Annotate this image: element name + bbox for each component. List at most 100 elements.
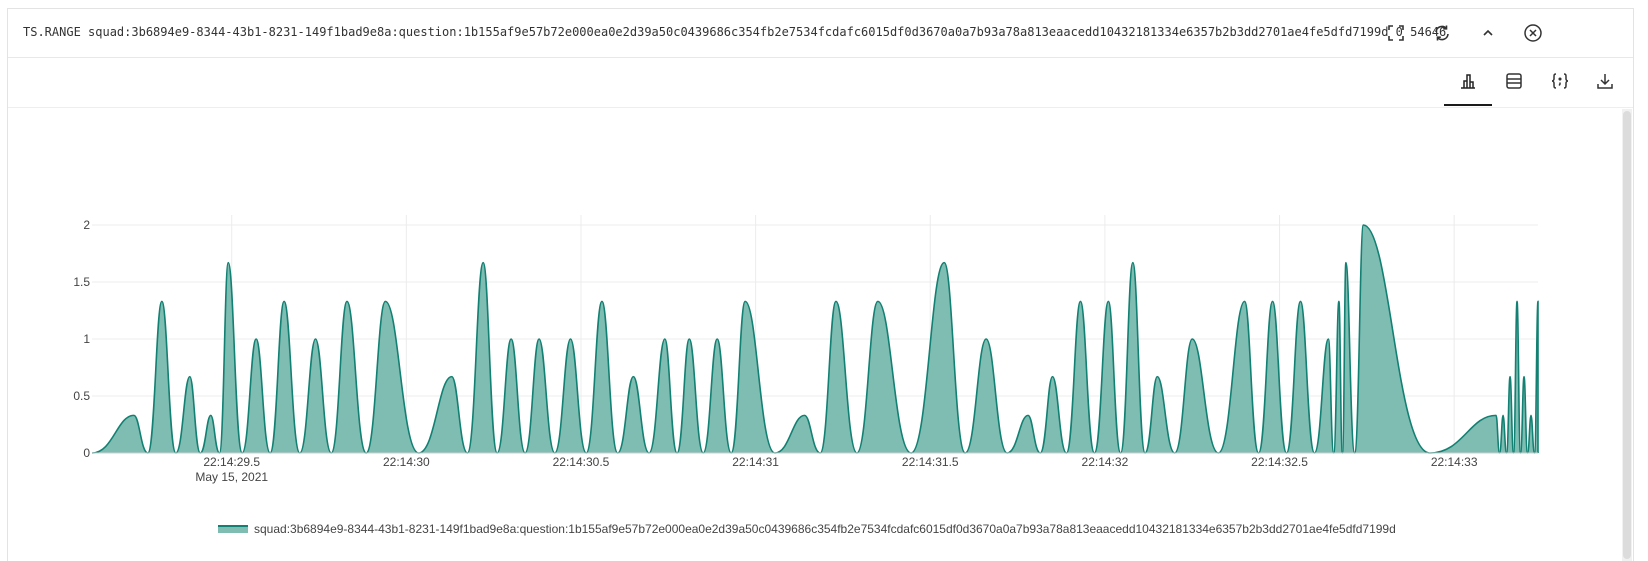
json-view-icon[interactable]: [1536, 57, 1584, 105]
chart-legend[interactable]: squad:3b6894e9-8344-43b1-8231-149f1bad9e…: [218, 522, 1396, 536]
series-area-segment: [586, 301, 618, 453]
series-area-segment: [820, 301, 857, 453]
series-line-segment: [1006, 414, 1042, 454]
series-area-segment: [1040, 376, 1067, 453]
scrollbar-thumb[interactable]: [1623, 111, 1631, 559]
x-tick-label: 22:14:31: [732, 455, 779, 469]
series-line-segment: [1533, 300, 1539, 454]
series-line-segment: [1353, 224, 1430, 454]
series-line-segment: [175, 375, 202, 454]
series-area-segment: [1066, 301, 1095, 453]
series-line-segment: [418, 375, 469, 454]
series-line-segment: [1285, 300, 1316, 454]
close-icon[interactable]: [1520, 20, 1546, 46]
series-line-segment: [856, 300, 912, 454]
chart-view-icon[interactable]: [1444, 57, 1492, 106]
series-area-segment: [92, 415, 148, 453]
series-area-segment: [1429, 415, 1500, 453]
series-line-segment: [648, 338, 678, 454]
series-line-segment: [1526, 414, 1536, 454]
series-line-segment: [365, 300, 419, 454]
series-line-segment: [1217, 300, 1260, 454]
y-tick-label: 1: [83, 332, 90, 346]
series-line-segment: [218, 261, 243, 454]
x-tick-label: 22:14:32: [1082, 455, 1129, 469]
series-line-segment: [1498, 414, 1508, 454]
series-area-segment: [731, 301, 775, 453]
x-tick-label: 22:14:33: [1431, 455, 1478, 469]
series-line-segment: [1429, 414, 1501, 454]
series-area-segment: [366, 301, 419, 453]
series-line-segment: [1313, 338, 1335, 454]
series-line-segment: [241, 338, 271, 454]
series-line-segment: [269, 300, 301, 454]
series-line-segment: [199, 414, 221, 454]
series-line-segment: [1173, 338, 1219, 454]
x-tick-label: 22:14:30: [383, 455, 430, 469]
x-tick-label: 22:14:32.5: [1251, 455, 1308, 469]
series-line-segment: [1519, 375, 1529, 454]
x-tick-label: 22:14:30.5: [553, 455, 610, 469]
series-line-segment: [910, 261, 966, 454]
series-line-segment: [1065, 300, 1096, 454]
series-area-segment: [1286, 301, 1315, 453]
series-line-segment: [1039, 375, 1068, 454]
command-text: TS.RANGE squad:3b6894e9-8344-43b1-8231-1…: [23, 25, 1447, 39]
series-area-segment: [147, 301, 176, 453]
series-line-segment: [147, 300, 177, 454]
series-area-segment: [1258, 301, 1287, 453]
series-line-segment: [1505, 375, 1515, 454]
series-area-segment: [1094, 301, 1121, 453]
series-line-segment: [1512, 300, 1522, 454]
series-line-segment: [730, 300, 776, 454]
series-area-segment: [1314, 339, 1334, 453]
series-area-segment: [525, 339, 555, 453]
x-tick-label: 22:14:31.5: [902, 455, 959, 469]
series-line-segment: [91, 414, 149, 454]
series-line-segment: [964, 338, 1008, 454]
table-view-icon[interactable]: [1490, 57, 1538, 105]
y-tick-label: 2: [83, 218, 90, 232]
series-area-segment: [911, 262, 966, 453]
download-icon[interactable]: [1581, 57, 1629, 105]
series-area-segment: [270, 301, 300, 453]
series-area-segment: [1120, 262, 1146, 453]
series-line-segment: [702, 338, 732, 454]
series-line-segment: [1257, 300, 1288, 454]
fullscreen-icon[interactable]: [1383, 20, 1409, 46]
series-line-segment: [1144, 375, 1176, 454]
series-area-segment: [1354, 225, 1430, 453]
series-area-segment: [331, 301, 367, 453]
series-line-segment: [616, 375, 650, 454]
refresh-icon[interactable]: [1429, 20, 1455, 46]
series-area-segment: [418, 376, 468, 453]
series-area-segment: [1174, 339, 1219, 453]
series-area-segment: [617, 376, 650, 453]
series-area-segment: [242, 339, 271, 453]
series-area-segment: [497, 339, 526, 453]
series-area-segment: [554, 339, 587, 453]
collapse-icon[interactable]: [1475, 20, 1501, 46]
series-line-segment: [330, 300, 367, 454]
series-area-segment: [649, 339, 678, 453]
series-line-segment: [774, 414, 821, 454]
series-area-segment: [965, 339, 1008, 453]
x-tick-date-label: May 15, 2021: [195, 470, 268, 484]
scrollbar[interactable]: [1622, 109, 1632, 561]
x-tick-label: 22:14:29.5: [203, 455, 260, 469]
view-tabs: [8, 57, 1633, 108]
series-line-segment: [466, 261, 498, 454]
series-line-segment: [1341, 261, 1356, 454]
series-line-segment: [1119, 261, 1146, 454]
series-line-segment: [496, 338, 526, 454]
series-area-segment: [299, 339, 332, 453]
series-line-segment: [524, 338, 556, 454]
command-bar: TS.RANGE squad:3b6894e9-8344-43b1-8231-1…: [8, 9, 1633, 58]
series-line-segment: [1332, 300, 1344, 454]
y-tick-label: 0: [83, 446, 90, 460]
y-tick-label: 0.5: [73, 389, 90, 403]
series-area-segment: [703, 339, 732, 453]
series-area-segment: [677, 339, 704, 453]
series-area-segment: [856, 301, 912, 453]
